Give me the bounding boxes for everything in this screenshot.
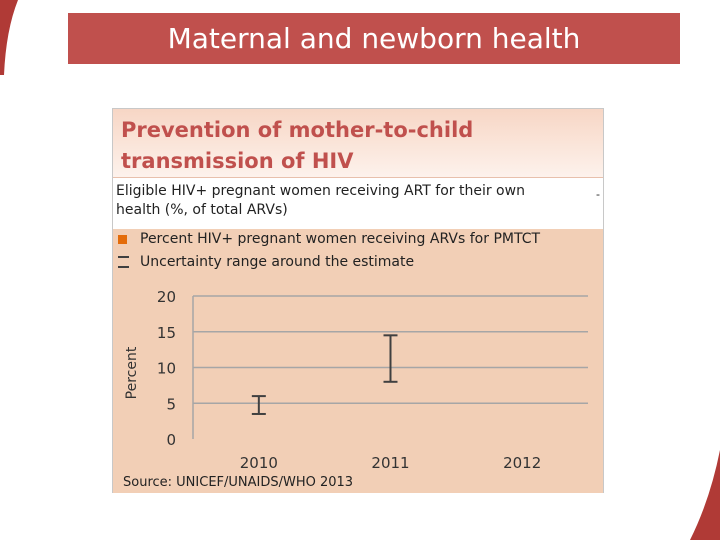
chart-panel: Prevention of mother-to-child transmissi… (112, 108, 604, 493)
y-tick-label: 5 (166, 395, 176, 413)
error-bar (251, 395, 266, 415)
x-tick-label: 2012 (503, 454, 541, 472)
legend-label-series: Percent HIV+ pregnant women receiving AR… (140, 231, 541, 247)
x-tick-label: 2011 (371, 454, 409, 472)
error-bar-icon (118, 256, 129, 268)
y-tick-label: 15 (157, 324, 176, 342)
y-tick-label: 10 (157, 360, 176, 378)
x-tick-label: 2010 (240, 454, 278, 472)
dash-mark: - (596, 187, 600, 201)
y-axis-label: Percent (124, 346, 140, 399)
panel-title-box: Prevention of mother-to-child transmissi… (113, 109, 603, 178)
legend-swatch (118, 234, 127, 244)
slide-title: Maternal and newborn health (167, 22, 581, 55)
corner-decoration (0, 0, 18, 75)
source-note: Source: UNICEF/UNAIDS/WHO 2013 (123, 475, 354, 490)
panel-title: Prevention of mother-to-child transmissi… (121, 118, 474, 173)
legend: Percent HIV+ pregnant women receiving AR… (113, 229, 603, 275)
error-bar (383, 334, 398, 383)
panel-subtitle: Eligible HIV+ pregnant women receiving A… (116, 183, 525, 218)
y-tick-label: 20 (157, 288, 176, 306)
legend-item-series: Percent HIV+ pregnant women receiving AR… (118, 231, 540, 247)
corner-decoration (690, 450, 720, 540)
chart-svg: 0 5 10 15 20 2010 2011 2012 Percent (124, 288, 588, 472)
legend-item-uncertainty: Uncertainty range around the estimate (118, 254, 414, 270)
y-tick-label: 0 (166, 431, 176, 449)
legend-label-uncertainty: Uncertainty range around the estimate (140, 254, 415, 270)
slide-title-banner: Maternal and newborn health (68, 13, 680, 64)
